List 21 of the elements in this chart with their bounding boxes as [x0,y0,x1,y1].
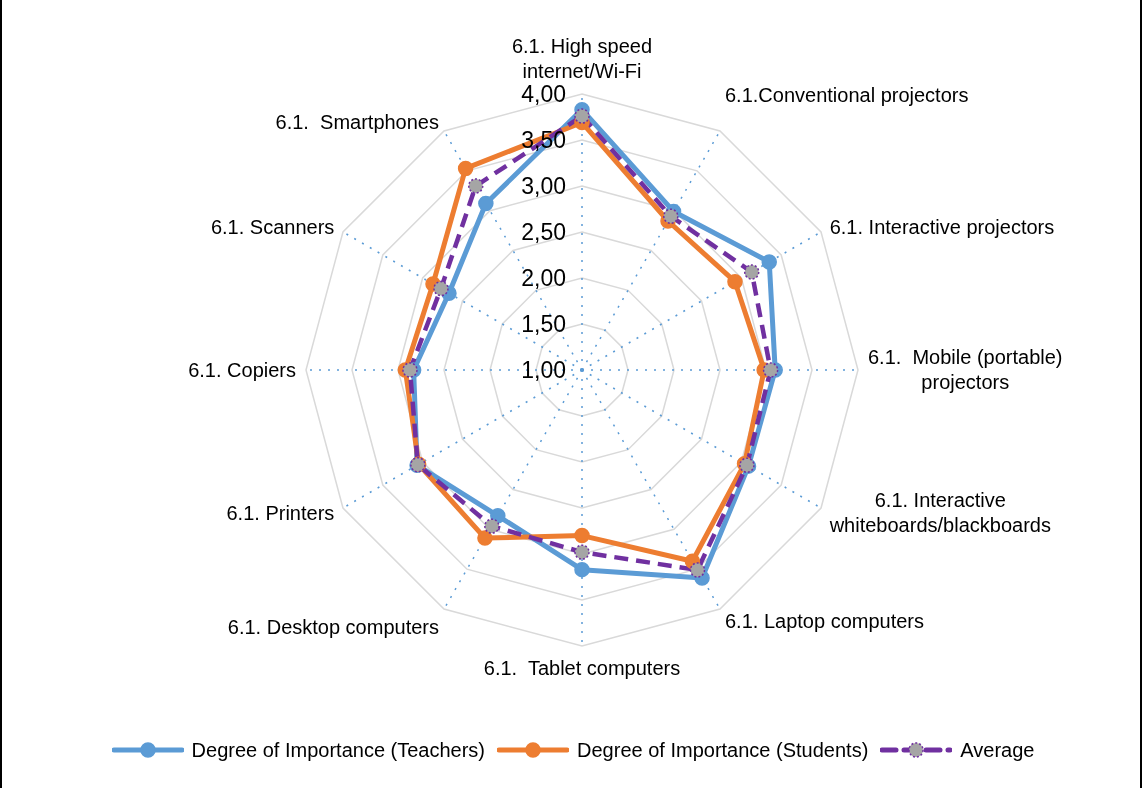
spoke-label: 6.1. Printers [226,501,335,524]
spoke-label: 6.1. Tablet computers [483,657,681,679]
spoke-label: 6.1. Scanners [210,215,335,238]
legend-label: Average [960,738,1035,762]
y-tick-label: 4,00 [521,81,566,107]
spoke-label: 6.1. Smartphones [275,110,439,133]
spoke-label: 6.1. Copiers [188,358,297,381]
y-tick-label: 1,50 [521,311,566,337]
y-tick-label: 3,00 [521,173,566,199]
spoke-label: 6.1. High speed internet/Wi-Fi [511,35,653,82]
spoke-label: 6.1.Conventional projectors [725,84,969,107]
y-tick-label: 2,50 [521,219,566,245]
y-tick-label: 1,00 [521,357,566,383]
spoke-label: 6.1. Desktop computers [227,615,439,638]
spoke-label: 6.1. Interactive whiteboards/blackboards [828,489,1051,536]
spoke-label: 6.1. Laptop computers [725,609,925,632]
spoke-label: 6.1. Mobile (portable) projectors [868,346,1063,393]
legend-label: Degree of Importance (Teachers) [191,738,486,762]
spoke-label: 6.1. Interactive projectors [829,215,1055,238]
legend-label: Degree of Importance (Students) [577,738,869,762]
y-tick-label: 2,00 [521,265,566,291]
